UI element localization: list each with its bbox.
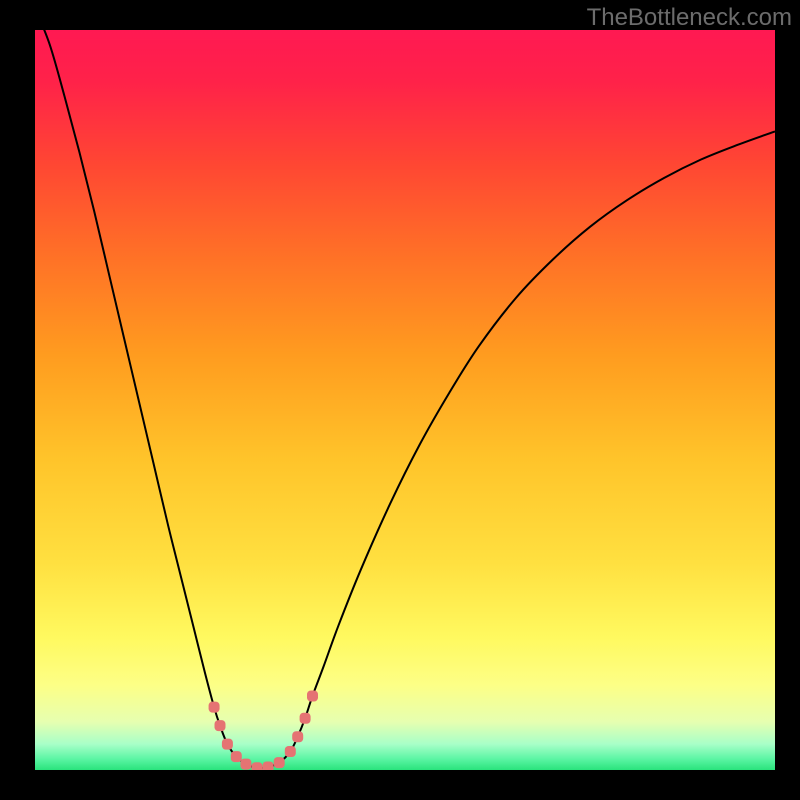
gradient-background — [35, 30, 775, 770]
curve-marker — [263, 762, 274, 773]
curve-marker — [231, 751, 242, 762]
curve-marker — [209, 702, 220, 713]
curve-marker — [292, 731, 303, 742]
curve-marker — [215, 720, 226, 731]
curve-marker — [285, 746, 296, 757]
watermark-text: TheBottleneck.com — [587, 4, 792, 32]
chart-canvas: TheBottleneck.com — [0, 0, 800, 800]
curve-marker — [300, 713, 311, 724]
curve-marker — [307, 691, 318, 702]
curve-marker — [252, 762, 263, 773]
curve-marker — [274, 757, 285, 768]
curve-marker — [222, 739, 233, 750]
curve-marker — [240, 759, 251, 770]
bottleneck-curve-chart — [0, 0, 800, 800]
